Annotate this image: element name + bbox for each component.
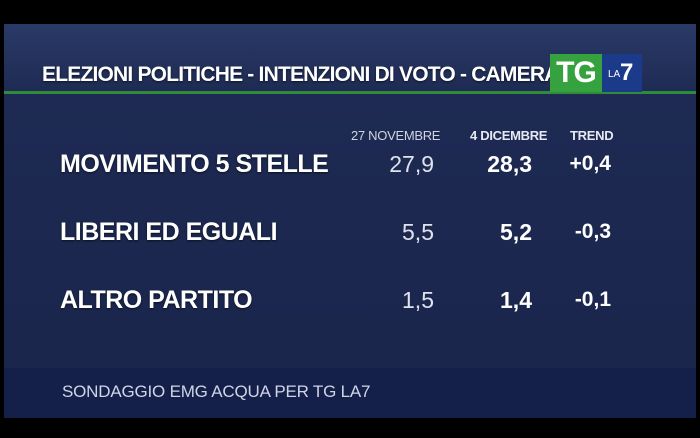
logo-la7: LA 7 — [602, 54, 642, 92]
table-row: ALTRO PARTITO 1,5 1,4 -0,1 — [4, 283, 696, 317]
column-header-previous: 27 NOVEMBRE — [351, 128, 441, 143]
logo-la: LA — [608, 69, 621, 80]
party-name: LIBERI ED EGUALI — [60, 218, 278, 246]
table-row: LIBERI ED EGUALI 5,5 5,2 -0,3 — [4, 215, 696, 249]
value-current: 28,3 — [487, 151, 532, 177]
value-current: 5,2 — [500, 219, 532, 245]
page-title: ELEZIONI POLITICHE - INTENZIONI DI VOTO … — [42, 63, 559, 86]
column-header-trend: TREND — [570, 128, 614, 143]
value-previous: 5,5 — [402, 219, 434, 245]
value-previous: 1,5 — [402, 287, 434, 313]
logo-tg: TG — [550, 54, 602, 92]
party-name: MOVIMENTO 5 STELLE — [60, 150, 329, 178]
footer-bar: SONDAGGIO EMG ACQUA PER TG LA7 — [4, 368, 696, 418]
source-caption: SONDAGGIO EMG ACQUA PER TG LA7 — [62, 382, 371, 401]
tg-la7-logo: TG LA 7 — [550, 54, 642, 92]
party-name: ALTRO PARTITO — [60, 286, 253, 314]
table-row: MOVIMENTO 5 STELLE 27,9 28,3 +0,4 — [4, 147, 696, 181]
value-current: 1,4 — [500, 287, 532, 313]
title-divider — [4, 91, 696, 94]
column-header-current: 4 DICEMBRE — [470, 128, 548, 143]
logo-seven: 7 — [620, 59, 634, 86]
value-trend: +0,4 — [569, 152, 611, 175]
value-trend: -0,1 — [574, 288, 611, 311]
value-previous: 27,9 — [389, 151, 434, 177]
value-trend: -0,3 — [574, 220, 611, 243]
broadcast-graphic: ELEZIONI POLITICHE - INTENZIONI DI VOTO … — [4, 24, 696, 418]
